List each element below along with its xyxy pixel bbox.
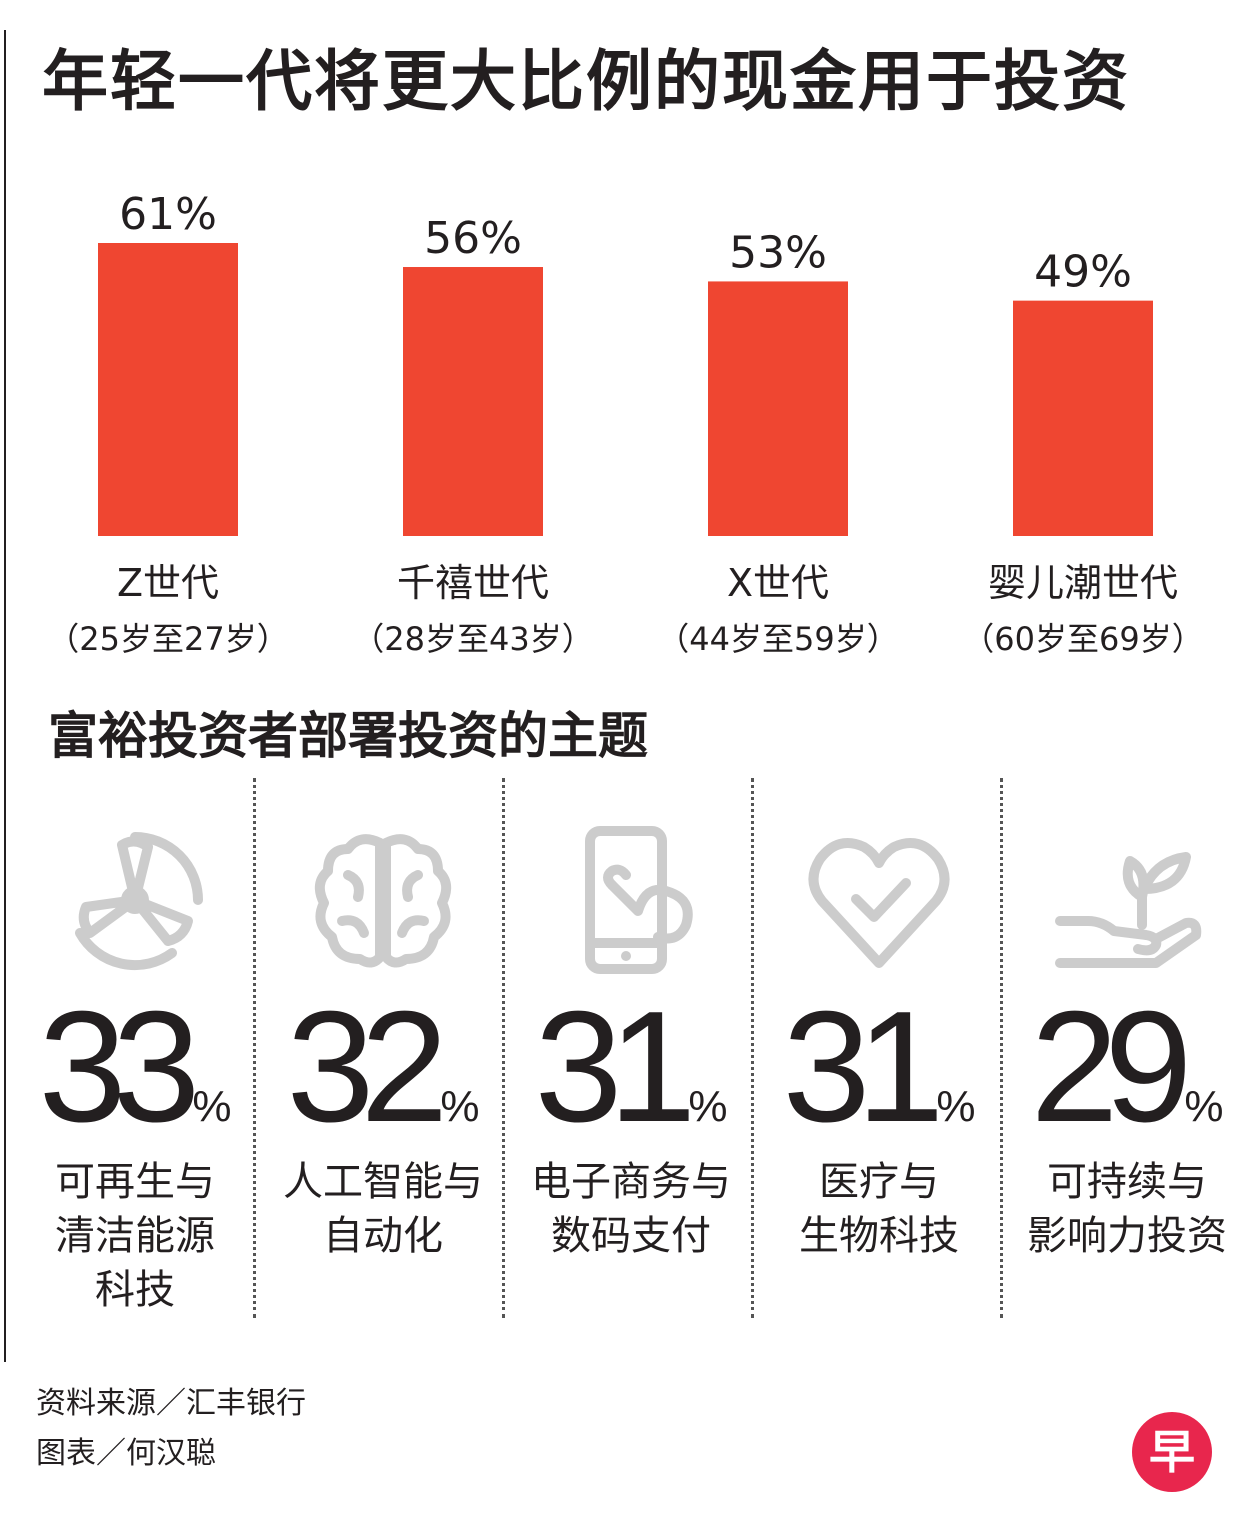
percent-sign: %: [688, 1082, 728, 1131]
theme-renewable: 33% 可再生与 清洁能源 科技: [10, 780, 260, 1340]
phone-tap-icon: [585, 826, 693, 974]
percent-sign: %: [440, 1082, 480, 1131]
theme-label: 医疗与 生物科技: [799, 1159, 959, 1259]
bar-value-label: 56%: [424, 213, 522, 264]
theme-value: 32%: [258, 988, 508, 1146]
chart-title: 年轻一代将更大比例的现金用于投资: [42, 43, 1130, 120]
bar-chart: 61% Z世代 （25岁至27岁） 56% 千禧世代 （28岁至43岁） 53% X世代 （44…: [47, 189, 1203, 658]
theme-value: 33%: [10, 988, 260, 1146]
theme-ai: 32% 人工智能与 自动化: [258, 780, 508, 1340]
age-range-label: （28岁至43岁）: [352, 620, 593, 658]
theme-number: 32: [286, 979, 449, 1155]
percent-sign: %: [1184, 1082, 1224, 1131]
bar-value-label: 53%: [729, 227, 827, 278]
bar: [1013, 300, 1153, 536]
theme-value: 29%: [1002, 988, 1251, 1146]
hand-plant-icon: [1055, 852, 1202, 968]
logo-glyph: 早: [1149, 1425, 1195, 1479]
left-rule: [4, 30, 6, 1362]
theme-value: 31%: [506, 988, 756, 1146]
age-range-label: （60岁至69岁）: [962, 620, 1203, 658]
theme-number: 29: [1030, 979, 1193, 1155]
bar-value-label: 61%: [119, 189, 217, 240]
theme-ecommerce: 31% 电子商务与 数码支付: [506, 780, 756, 1340]
theme-value: 31%: [754, 988, 1004, 1146]
bar: [403, 267, 543, 536]
theme-number: 33: [38, 979, 201, 1155]
category-label: 婴儿潮世代: [988, 561, 1178, 605]
theme-sustainable: 29% 可持续与 影响力投资: [1002, 780, 1251, 1340]
brain-icon: [314, 834, 452, 968]
heart-check-icon: [808, 838, 950, 968]
percent-sign: %: [192, 1082, 232, 1131]
category-label: 千禧世代: [397, 561, 549, 605]
column-divider: [1000, 778, 1003, 1318]
category-label: X世代: [727, 561, 829, 605]
column-divider: [253, 778, 256, 1318]
theme-number: 31: [782, 979, 945, 1155]
theme-label: 可持续与 影响力投资: [1027, 1159, 1227, 1259]
bar: [98, 243, 238, 536]
percent-sign: %: [936, 1082, 976, 1131]
source-credit: 资料来源／汇丰银行: [36, 1386, 306, 1421]
bar-value-label: 49%: [1034, 247, 1132, 298]
column-divider: [751, 778, 754, 1318]
category-label: Z世代: [117, 561, 219, 605]
themes-title: 富裕投资者部署投资的主题: [48, 707, 648, 765]
theme-label: 人工智能与 自动化: [283, 1159, 483, 1259]
age-range-label: （25岁至27岁）: [47, 620, 288, 658]
theme-healthcare: 31% 医疗与 生物科技: [754, 780, 1004, 1340]
theme-label: 电子商务与 数码支付: [531, 1159, 731, 1259]
column-divider: [502, 778, 505, 1318]
bar: [708, 281, 848, 536]
graphic-credit: 图表／何汉聪: [36, 1436, 216, 1471]
theme-number: 31: [534, 979, 697, 1155]
wind-turbine-icon: [75, 832, 203, 971]
age-range-label: （44岁至59岁）: [657, 620, 898, 658]
zaobao-logo: 早: [1132, 1412, 1212, 1492]
theme-label: 可再生与 清洁能源 科技: [55, 1159, 215, 1313]
